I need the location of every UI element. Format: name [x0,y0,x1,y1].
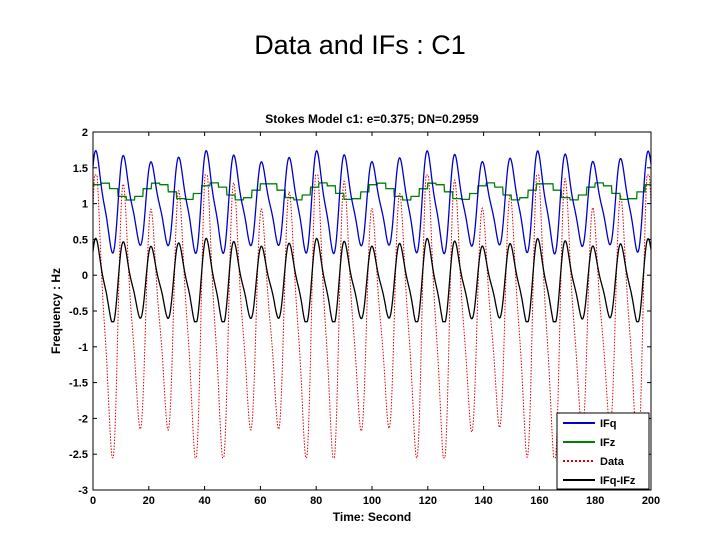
legend-label: IFq-IFz [600,475,636,487]
legend-label: IFz [600,437,616,449]
plot-frame [92,131,652,491]
x-tick-label: 60 [254,495,266,507]
y-tick-label: -2.5 [69,449,88,461]
legend-box [556,412,650,490]
x-tick-label: 0 [90,495,96,507]
series-line-data [92,174,652,459]
x-tick-label: 200 [642,495,660,507]
y-tick-label: 1.5 [73,163,88,175]
series-layer [92,149,652,459]
x-tick-label: 80 [310,495,322,507]
series-line-ifq [92,149,652,255]
y-tick-label: -1 [78,342,88,354]
series-line-ifq-ifz [92,237,652,323]
y-tick-label: 2 [82,127,88,139]
x-tick-label: 120 [419,495,437,507]
y-tick-label: -0.5 [69,306,88,318]
legend: IFq IFz Data IFq-IFz [556,412,650,490]
x-tick-label: 100 [363,495,381,507]
y-tick-label: -3 [78,485,88,497]
x-tick-label: 160 [530,495,548,507]
x-tick-label: 140 [474,495,492,507]
x-axis-label: Time: Second [333,510,411,524]
chart-title: Stokes Model c1: e=0.375; DN=0.2959 [265,112,479,126]
y-tick-label: -2 [78,413,88,425]
slide-title: Data and IFs : C1 [254,30,466,60]
y-tick-label: 1 [82,199,88,211]
legend-label: IFq [600,418,617,430]
legend-label: Data [600,456,625,468]
x-tick-label: 40 [198,495,210,507]
y-axis-label: Frequency : Hz [49,268,63,354]
x-tick-label: 180 [586,495,604,507]
y-tick-label: 0 [82,270,88,282]
tick-layer: 0 20 40 60 80 100 120 140 160 180 200 2 1.5 1 0.5 0 -0.5… [69,127,660,507]
y-tick-label: 0.5 [73,234,88,246]
x-tick-label: 20 [143,495,155,507]
y-tick-label: -1.5 [69,378,88,390]
